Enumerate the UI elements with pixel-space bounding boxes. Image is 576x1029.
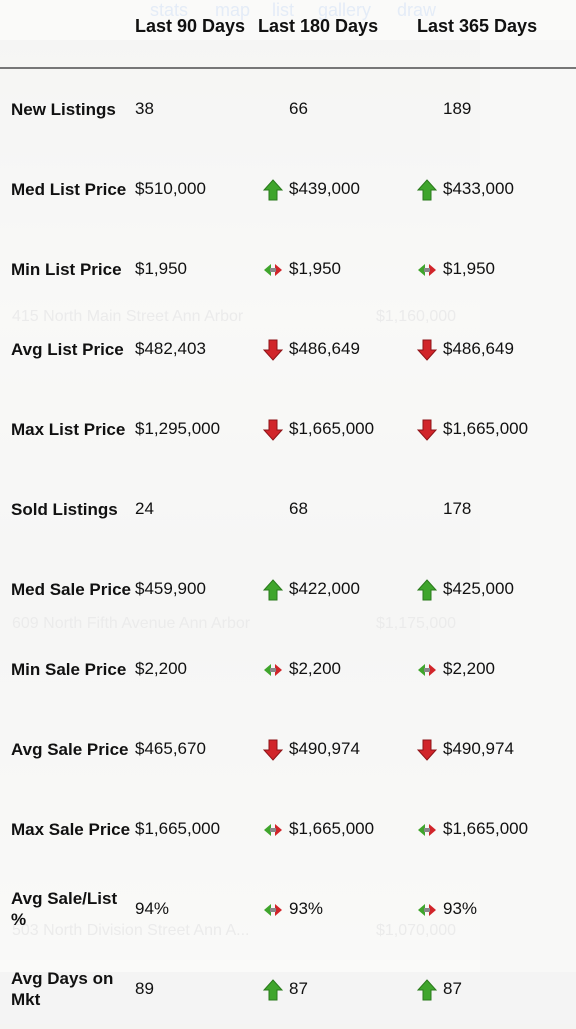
cell-value: $425,000 [443, 579, 514, 598]
trend-down-icon [263, 739, 283, 761]
column-header: Last 180 Days [258, 16, 379, 36]
cell-value: $2,200 [135, 659, 187, 678]
cell-value: $433,000 [443, 179, 514, 198]
cell-value: 38 [135, 99, 154, 118]
cell-value: 93% [289, 899, 324, 918]
cell-value: $1,950 [135, 259, 187, 278]
trend-flat-icon [418, 904, 436, 916]
cell-value: $490,974 [289, 739, 360, 758]
cell-value: 94% [135, 899, 170, 918]
row-label: Max List Price [11, 419, 126, 439]
cell-value: $1,295,000 [135, 419, 221, 438]
row-label: Min Sale Price [11, 659, 127, 679]
row-label: New Listings [11, 99, 116, 119]
trend-up-icon [263, 579, 283, 601]
cell-value: $510,000 [135, 179, 206, 198]
row-label: Med Sale Price [11, 579, 132, 599]
table-row: Min Sale Price $2,200 $2,200 $2,200 [0, 629, 576, 709]
cell-value: $1,665,000 [135, 819, 221, 838]
cell-value: $1,950 [289, 259, 341, 278]
cell-value: 178 [443, 499, 472, 518]
row-label: Med List Price [11, 179, 127, 199]
trend-down-icon [417, 739, 437, 761]
cell-value: 189 [443, 99, 472, 118]
cell-value: $459,900 [135, 579, 206, 598]
cell-value: 87 [289, 979, 308, 998]
table-row: Max Sale Price $1,665,000 $1,665,000 $1,665… [0, 789, 576, 869]
row-label: Max Sale Price [11, 819, 131, 839]
cell-value: $1,665,000 [289, 819, 375, 838]
trend-flat-icon [418, 824, 436, 836]
cell-value: 93% [443, 899, 478, 918]
cell-value: 89 [135, 979, 154, 998]
cell-value: $1,665,000 [443, 819, 529, 838]
cell-value: $1,665,000 [443, 419, 529, 438]
column-header: Last 90 Days [135, 16, 246, 36]
cell-value: $2,200 [289, 659, 341, 678]
table-row: Med Sale Price $459,900 $422,000 $425,000 [0, 549, 576, 629]
column-header: Last 365 Days [417, 16, 538, 36]
cell-value: $486,649 [443, 339, 514, 358]
cell-value: 66 [289, 99, 308, 118]
trend-up-icon [417, 979, 437, 1001]
row-label: Avg List Price [11, 339, 124, 359]
table-row: Avg Days on Mkt 89 87 87 [0, 949, 576, 1029]
row-label: Avg Sale/List % [11, 889, 118, 929]
table-row: Avg List Price $482,403 $486,649 $486,649 [0, 309, 576, 389]
trend-down-icon [263, 339, 283, 361]
trend-flat-icon [264, 904, 282, 916]
table-row: Med List Price $510,000 $439,000 $433,000 [0, 149, 576, 229]
trend-down-icon [263, 419, 283, 441]
trend-flat-icon [264, 264, 282, 276]
cell-value: 68 [289, 499, 308, 518]
trend-down-icon [417, 339, 437, 361]
row-label: Avg Days on Mkt [11, 969, 114, 1009]
cell-value: $2,200 [443, 659, 495, 678]
table-row: Max List Price $1,295,000 $1,665,000 $1,665… [0, 389, 576, 469]
cell-value: 24 [135, 499, 154, 518]
trend-up-icon [417, 179, 437, 201]
cell-value: $1,950 [443, 259, 495, 278]
cell-value: 87 [443, 979, 462, 998]
cell-value: $1,665,000 [289, 419, 375, 438]
trend-up-icon [263, 979, 283, 1001]
table-row: Min List Price $1,950 $1,950 $1,950 [0, 229, 576, 309]
trend-flat-icon [418, 664, 436, 676]
cell-value: $422,000 [289, 579, 360, 598]
trend-down-icon [417, 419, 437, 441]
cell-value: $482,403 [135, 339, 206, 358]
row-label: Avg Sale Price [11, 739, 129, 759]
row-label: Sold Listings [11, 499, 118, 519]
trend-flat-icon [264, 664, 282, 676]
trend-up-icon [417, 579, 437, 601]
trend-flat-icon [418, 264, 436, 276]
table-row: Avg Sale Price $465,670 $490,974 $490,974 [0, 709, 576, 789]
table-row: New Listings 38 66 189 [0, 69, 576, 149]
trend-up-icon [263, 179, 283, 201]
header-divider [0, 67, 576, 69]
cell-value: $465,670 [135, 739, 206, 758]
table-row: Sold Listings 24 68 178 [0, 469, 576, 549]
table-row: Avg Sale/List % 94% 93% 93% [0, 869, 576, 949]
cell-value: $439,000 [289, 179, 360, 198]
cell-value: $490,974 [443, 739, 514, 758]
cell-value: $486,649 [289, 339, 360, 358]
row-label: Min List Price [11, 259, 122, 279]
trend-flat-icon [264, 824, 282, 836]
